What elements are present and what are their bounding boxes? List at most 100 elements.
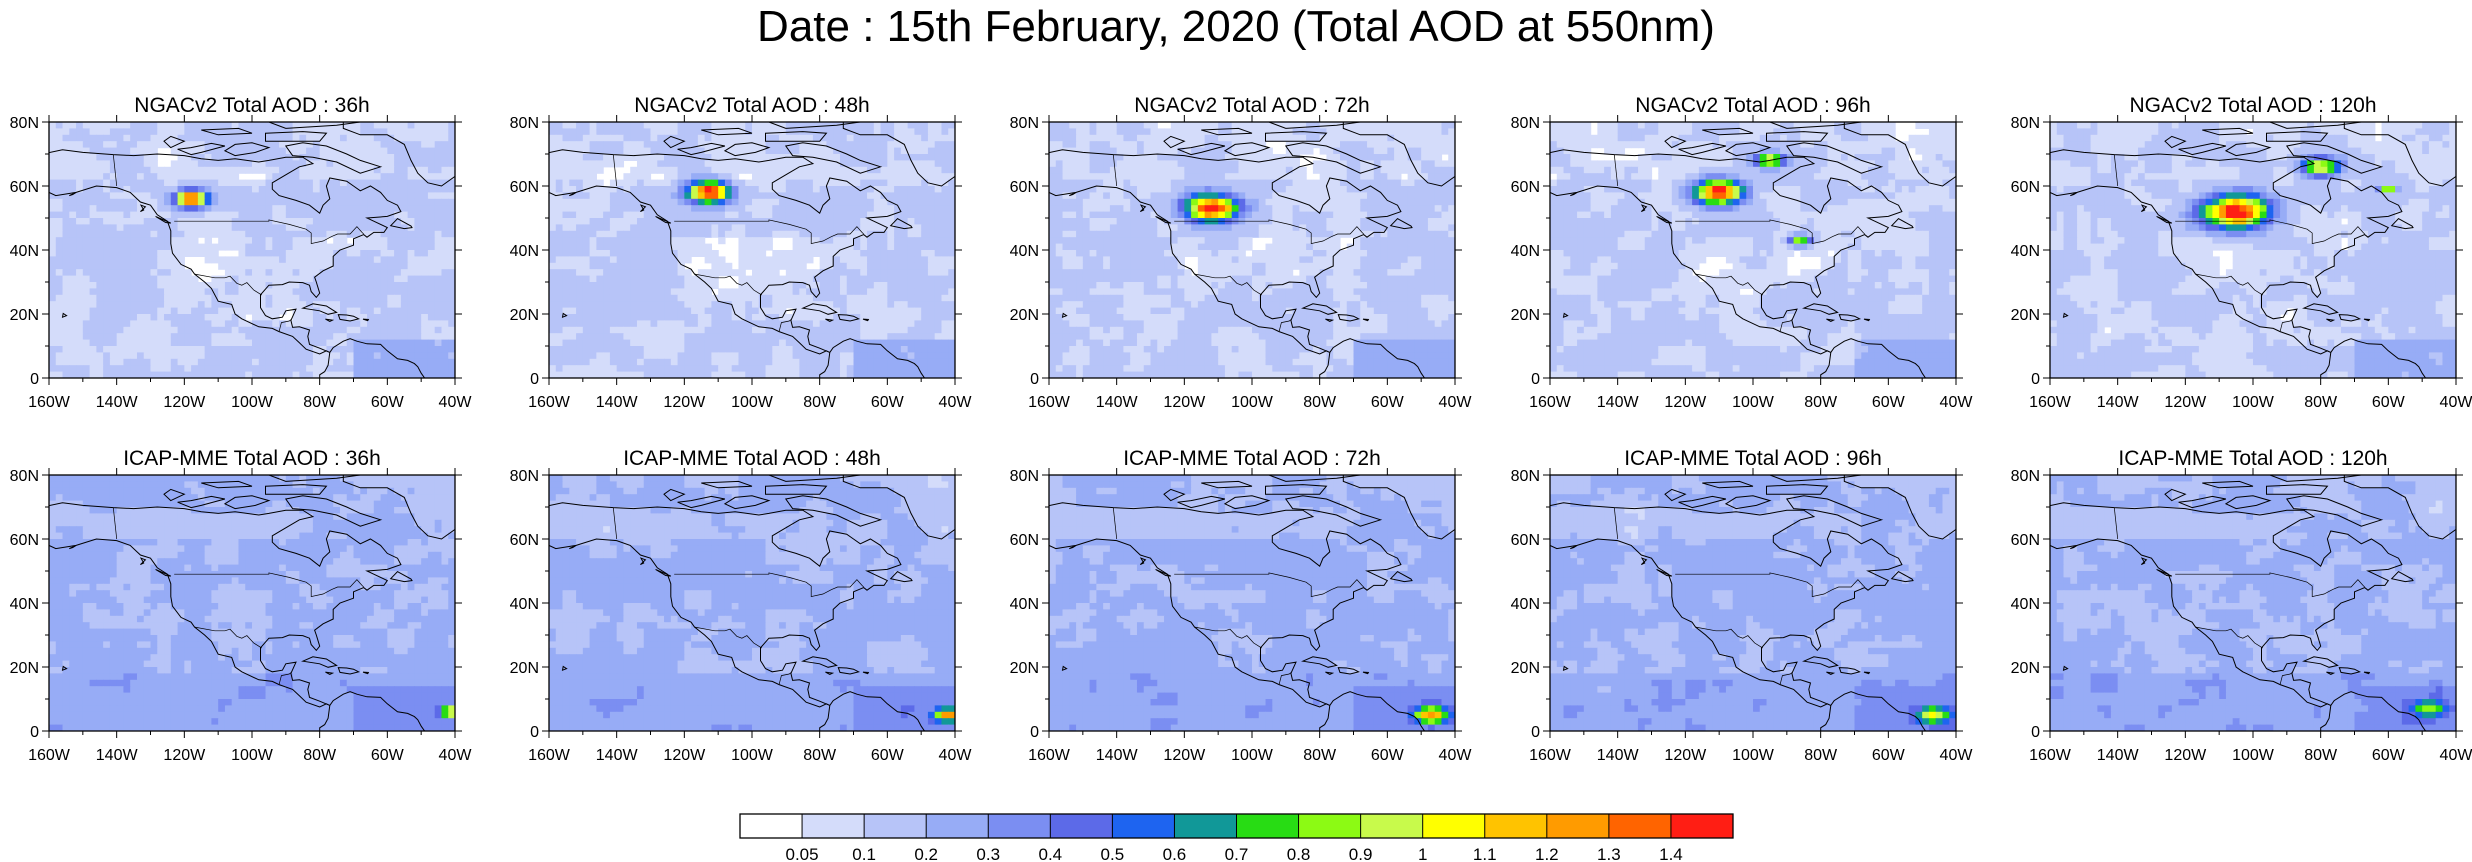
aod-field: [49, 475, 455, 731]
country-border: [2175, 219, 2365, 245]
colorbar-swatch: [740, 814, 803, 838]
lon-tick-label: 80W: [1303, 747, 1337, 764]
lon-tick-label: 100W: [1732, 747, 1775, 764]
lon-tick-label: 140W: [96, 747, 139, 764]
country-border: [1278, 671, 1292, 685]
colorbar: 0.05 0.1 0.2 0.3 0.4 0.5 0.6 0.7 0.8 0.9 1 1.1 1.2 1.…: [739, 813, 1734, 862]
lon-tick-label: 160W: [1529, 747, 1572, 764]
country-border: [674, 572, 864, 598]
lat-tick-label: 40N: [510, 596, 539, 613]
colorbar-swatch: [1422, 814, 1486, 838]
country-border: [2113, 507, 2119, 540]
lat-tick-label: 60N: [510, 532, 539, 549]
lon-tick-label: 120W: [663, 747, 706, 764]
colorbar-label: 1.4: [1659, 845, 1683, 862]
panel-title: ICAP-MME Total AOD : 120h: [2118, 447, 2387, 470]
lon-tick-label: 80W: [1804, 747, 1838, 764]
map-panel-ngacv2-36h: NGACv2 Total AOD : 36h 160W 140W 120W 100W 80…: [10, 94, 473, 411]
country-border: [112, 507, 118, 540]
coastlines: [1550, 475, 1956, 731]
lon-tick-label: 40W: [939, 747, 973, 764]
figure-title: Date : 15th February, 2020 (Total AOD at…: [0, 2, 2472, 52]
colorbar-swatch: [1236, 814, 1299, 838]
aod-field: [49, 122, 455, 378]
lon-tick-label: 60W: [2372, 747, 2406, 764]
colorbar-label: 1.1: [1473, 845, 1497, 862]
lat-tick-label: 0: [2031, 724, 2040, 741]
lat-tick-label: 80N: [10, 115, 39, 132]
lon-tick-label: 100W: [231, 394, 274, 411]
lon-tick-label: 100W: [731, 394, 774, 411]
colorbar-swatch: [1112, 814, 1175, 838]
colorbar-swatch: [1608, 814, 1672, 838]
lon-tick-label: 140W: [96, 394, 139, 411]
country-border: [278, 671, 292, 685]
colorbar-swatch: [1298, 814, 1361, 838]
lon-tick-label: 40W: [2440, 394, 2472, 411]
country-border: [1695, 273, 1763, 296]
lat-tick-label: 20N: [10, 660, 39, 677]
lon-tick-label: 120W: [2164, 394, 2207, 411]
aod-field: [549, 122, 955, 378]
colorbar-swatch: [802, 814, 865, 838]
lat-tick-label: 20N: [510, 660, 539, 677]
panel-title: NGACv2 Total AOD : 120h: [2129, 94, 2376, 117]
panel-title: NGACv2 Total AOD : 96h: [1635, 94, 1870, 117]
panel-title: ICAP-MME Total AOD : 72h: [1123, 447, 1381, 470]
colorbar-label: 0.4: [1038, 845, 1062, 862]
lat-tick-label: 60N: [2011, 179, 2040, 196]
lat-tick-label: 20N: [1010, 660, 1039, 677]
lat-tick-label: 80N: [2011, 115, 2040, 132]
lat-tick-label: 60N: [1010, 532, 1039, 549]
lon-tick-label: 140W: [1096, 747, 1139, 764]
map-panel-icap-mme-96h: ICAP-MME Total AOD : 96h 160W 140W 120W 100W…: [1511, 447, 1974, 764]
map-panel-ngacv2-72h: NGACv2 Total AOD : 72h 160W 140W 120W 100W 80…: [1010, 94, 1473, 411]
lat-tick-label: 0: [30, 371, 39, 388]
lat-tick-label: 0: [530, 371, 539, 388]
colorbar-swatch: [1174, 814, 1237, 838]
panel-title: NGACv2 Total AOD : 48h: [634, 94, 869, 117]
lat-tick-label: 60N: [2011, 532, 2040, 549]
lat-tick-label: 40N: [1511, 243, 1540, 260]
country-border: [1613, 154, 1619, 187]
colorbar-swatch: [1360, 814, 1423, 838]
coastlines: [2050, 475, 2456, 731]
country-border: [1675, 572, 1865, 598]
coastlines: [1550, 122, 1956, 378]
country-border: [2195, 626, 2263, 649]
lat-tick-label: 0: [1030, 371, 1039, 388]
aod-field: [1550, 122, 1956, 378]
lat-tick-label: 80N: [1511, 115, 1540, 132]
lon-tick-label: 160W: [28, 747, 71, 764]
lon-tick-label: 80W: [803, 747, 837, 764]
country-border: [778, 318, 792, 332]
colorbar-swatch: [1546, 814, 1610, 838]
lon-tick-label: 60W: [871, 394, 905, 411]
coastlines: [1049, 122, 1455, 378]
lat-tick-label: 60N: [1511, 179, 1540, 196]
colorbar-swatch: [1670, 814, 1734, 838]
lon-tick-label: 120W: [163, 747, 206, 764]
panel-title: ICAP-MME Total AOD : 96h: [1624, 447, 1882, 470]
country-border: [2113, 154, 2119, 187]
country-border: [1695, 626, 1763, 649]
colorbar-label: 1.2: [1535, 845, 1559, 862]
aod-field: [1049, 122, 1455, 378]
country-border: [694, 626, 762, 649]
lon-tick-label: 160W: [1028, 394, 1071, 411]
lat-tick-label: 60N: [1511, 532, 1540, 549]
colorbar-swatch: [1484, 814, 1548, 838]
colorbar-label: 0.6: [1163, 845, 1187, 862]
lat-tick-label: 40N: [1010, 596, 1039, 613]
lon-tick-label: 160W: [28, 394, 71, 411]
lon-tick-label: 60W: [1371, 394, 1405, 411]
lon-tick-label: 160W: [2029, 747, 2072, 764]
country-border: [1278, 318, 1292, 332]
country-border: [2279, 318, 2293, 332]
lon-tick-label: 120W: [1664, 747, 1707, 764]
aod-field: [1550, 475, 1956, 731]
lat-tick-label: 80N: [10, 468, 39, 485]
country-border: [694, 273, 762, 296]
country-border: [174, 219, 364, 245]
